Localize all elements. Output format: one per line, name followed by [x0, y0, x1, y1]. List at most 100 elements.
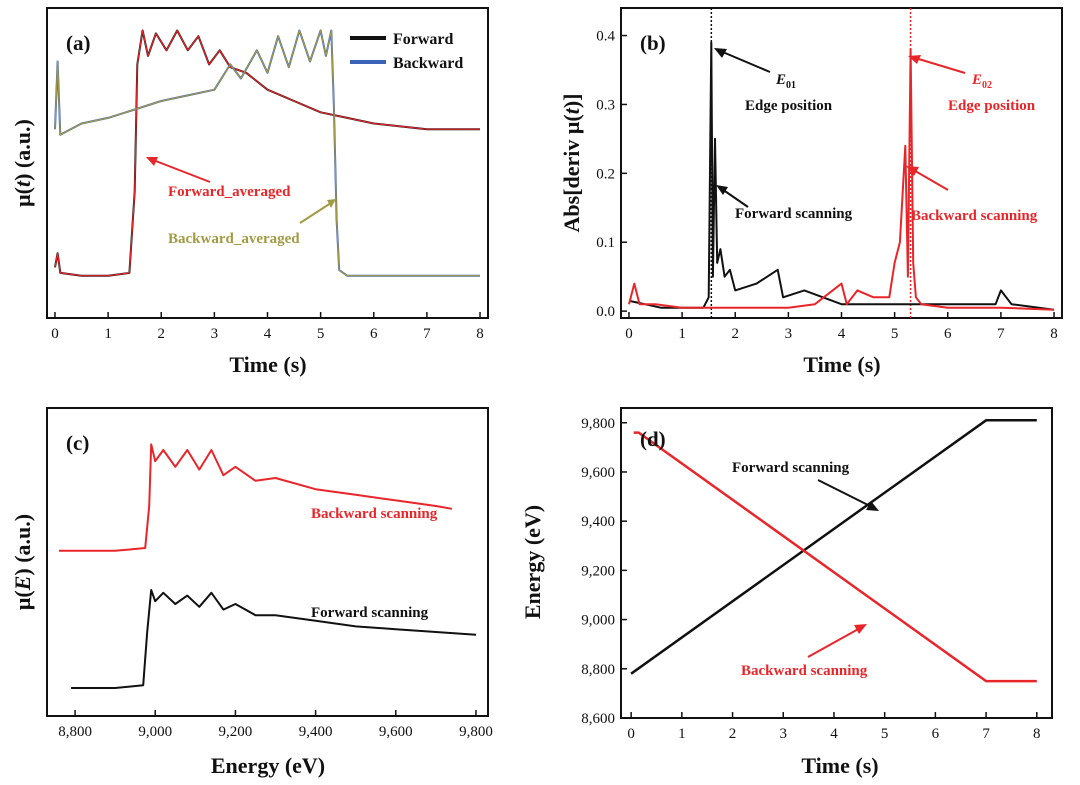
panel-b-vlines	[710, 8, 912, 318]
y-tick-label: 0.1	[596, 235, 615, 251]
backward-scanning-label-b: Backward scanning	[911, 208, 1038, 224]
x-tick-label: 8	[1050, 326, 1058, 342]
forward-scanning-label-c: Forward scanning	[311, 605, 429, 621]
x-tick-label: 1	[678, 326, 686, 342]
e01-label: E01	[775, 72, 796, 91]
panel-d-ylabel: Energy (eV)	[520, 505, 545, 619]
x-tick-label: 0	[627, 726, 635, 742]
legend-forward-label: Forward	[393, 31, 454, 48]
panel-d: 0 1 2 3 4 5 6 7 8 8,600 8,800 9,000 9,200 9,400 9,600…	[520, 407, 1053, 778]
y-tick-label: 0.4	[596, 29, 615, 45]
x-tick-label: 5	[891, 326, 899, 342]
panel-c-ylabel: μ(E) (a.u.)	[10, 514, 35, 610]
backward-scanning-arrowhead-b	[906, 166, 919, 176]
e02-edge-position: Edge position	[948, 98, 1036, 114]
panel-b-frame	[620, 7, 1063, 319]
panel-a: 0 1 2 3 4 5 6 7 8 (a) Forward Backward Forward_a…	[10, 7, 489, 377]
y-tick-label: 8,600	[581, 711, 615, 727]
x-tick-label: 1	[678, 726, 686, 742]
x-tick-label: 3	[785, 326, 793, 342]
e02-arrowhead	[908, 55, 921, 64]
panel-a-label: (a)	[66, 31, 91, 55]
panel-a-ylabel: μ(t) (a.u.)	[10, 119, 35, 207]
panel-a-legend: Forward Backward	[350, 31, 463, 72]
series-c-forward-scanning	[71, 589, 477, 689]
x-tick-label: 3	[211, 326, 219, 342]
forward-scanning-arrowhead-d	[866, 501, 879, 511]
x-tick-label: 8	[1033, 726, 1041, 742]
panel-c: 8,800 9,000 9,200 9,400 9,600 9,800 (c) Backw…	[10, 407, 493, 778]
forward-scanning-label-b: Forward scanning	[735, 206, 853, 222]
x-tick-label: 9,800	[459, 724, 493, 740]
x-tick-label: 8,800	[58, 724, 92, 740]
x-tick-label: 7	[982, 726, 990, 742]
e01-arrow	[717, 49, 771, 73]
x-tick-label: 2	[157, 326, 165, 342]
y-tick-label: 8,800	[581, 662, 615, 678]
panel-c-xlabel: Energy (eV)	[211, 753, 325, 778]
forward-averaged-arrow	[147, 157, 211, 183]
panel-b-series	[628, 41, 1055, 311]
x-tick-label: 9,200	[219, 724, 253, 740]
panel-b-yticks: 0.0 0.1 0.2 0.3 0.4	[596, 29, 627, 320]
y-tick-label: 9,600	[581, 465, 615, 481]
series-a-forward-averaged	[54, 29, 480, 277]
x-tick-label: 2	[731, 326, 739, 342]
series-b-backward-scanning	[628, 48, 1055, 311]
e02-label: E02	[971, 72, 992, 91]
x-tick-label: 5	[881, 726, 889, 742]
y-tick-label: 9,400	[581, 514, 615, 530]
x-tick-label: 6	[944, 326, 952, 342]
e01-edge-position: Edge position	[745, 98, 833, 114]
x-tick-label: 7	[997, 326, 1005, 342]
panel-d-xlabel: Time (s)	[801, 753, 878, 778]
x-tick-label: 2	[729, 726, 737, 742]
panel-c-xticks: 8,800 9,000 9,200 9,400 9,600 9,800	[58, 710, 493, 740]
panel-b: 0 1 2 3 4 5 6 7 8 0.0 0.1 0.2 0.3 0.4 (b) E01 Edge p…	[559, 7, 1063, 377]
series-c-backward-scanning	[59, 443, 453, 552]
panel-a-xticks: 0 1 2 3 4 5 6 7 8	[51, 312, 484, 342]
x-tick-label: 9,400	[299, 724, 333, 740]
panel-b-annotations: E01 Edge position Forward scanning E02 E…	[714, 48, 1038, 224]
panel-d-xticks: 0 1 2 3 4 5 6 7 8	[627, 712, 1041, 742]
forward-averaged-arrowhead	[146, 157, 158, 166]
x-tick-label: 0	[51, 326, 59, 342]
panel-a-annotations: Forward_averaged Backward_averaged	[146, 157, 336, 247]
y-tick-label: 0.3	[596, 97, 615, 113]
x-tick-label: 7	[423, 326, 431, 342]
y-tick-label: 0.0	[596, 304, 615, 320]
panel-b-xlabel: Time (s)	[803, 352, 880, 377]
x-tick-label: 9,000	[138, 724, 172, 740]
x-tick-label: 3	[780, 726, 788, 742]
y-tick-label: 9,000	[581, 613, 615, 629]
e01-arrowhead	[714, 48, 727, 58]
backward-averaged-arrow	[299, 200, 335, 224]
panel-d-label: (d)	[640, 427, 666, 451]
series-d-forward-scanning	[630, 419, 1037, 675]
y-tick-label: 0.2	[596, 166, 615, 182]
e02-arrow	[911, 56, 966, 74]
backward-scanning-arrowhead-d	[854, 624, 867, 634]
x-tick-label: 9,600	[379, 724, 413, 740]
panel-d-yticks: 8,600 8,800 9,000 9,200 9,400 9,600 9,800	[581, 416, 627, 727]
x-tick-label: 4	[264, 326, 272, 342]
legend-backward-label: Backward	[393, 55, 463, 72]
backward-scanning-label-c: Backward scanning	[311, 506, 438, 522]
panel-c-frame	[46, 407, 489, 717]
forward-scanning-arrow-d	[817, 479, 875, 509]
x-tick-label: 5	[317, 326, 325, 342]
y-tick-label: 9,200	[581, 563, 615, 579]
y-tick-label: 9,800	[581, 416, 615, 432]
panel-a-xlabel: Time (s)	[229, 352, 306, 377]
backward-scanning-label-d: Backward scanning	[741, 663, 868, 679]
x-tick-label: 6	[932, 726, 940, 742]
x-tick-label: 4	[838, 326, 846, 342]
panel-b-ylabel: Abs[deriv μ(t)]	[559, 94, 584, 233]
forward-scanning-label-d: Forward scanning	[732, 460, 850, 476]
panel-a-series	[54, 29, 480, 277]
panel-d-frame	[620, 407, 1053, 719]
x-tick-label: 1	[104, 326, 112, 342]
x-tick-label: 4	[830, 726, 838, 742]
panel-c-label: (c)	[66, 431, 89, 455]
x-tick-label: 0	[625, 326, 633, 342]
